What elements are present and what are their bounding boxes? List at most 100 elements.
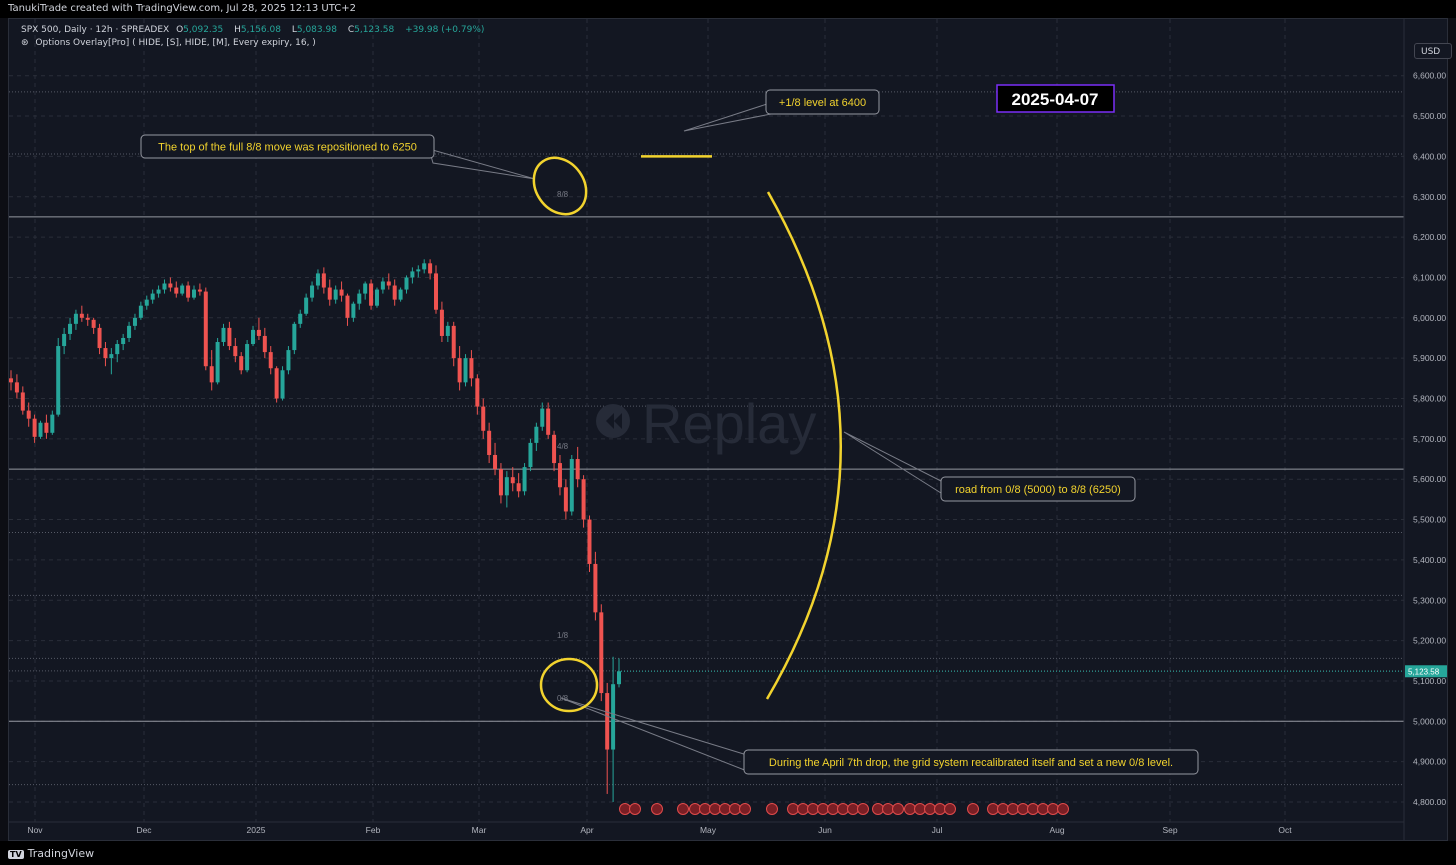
legend-symbol: SPX 500, Daily · 12h · SPREADEX (21, 25, 170, 35)
candle-body (209, 366, 214, 383)
candle-body (26, 410, 31, 419)
candle-body (197, 289, 202, 292)
chart-canvas[interactable]: Replay 8/84/81/80/8 The top of the full … (9, 19, 1447, 840)
event-flag-icon (677, 803, 689, 815)
candle-body (410, 271, 415, 278)
y-tick-label: 6,000.00 (1413, 313, 1446, 323)
candle-body (434, 273, 439, 310)
top-note-box (140, 134, 435, 159)
y-tick-label: 5,500.00 (1413, 515, 1446, 525)
candle-body (121, 337, 126, 345)
event-flag-icon (719, 803, 731, 815)
candle-body (156, 289, 161, 294)
x-tick-label: Mar (472, 825, 487, 835)
candle-body (44, 422, 49, 433)
x-tick-label: 2025 (247, 825, 266, 835)
event-flag-icon (629, 803, 641, 815)
eye-icon[interactable]: ⊛ (21, 38, 29, 48)
event-icons-layer (619, 803, 1069, 815)
candle-body (552, 434, 557, 464)
candle-body (398, 289, 403, 300)
candle-body (304, 297, 309, 314)
event-flag-icon (857, 803, 869, 815)
grid-level-label: 8/8 (557, 190, 569, 199)
candle-body (605, 693, 610, 750)
candle-body (262, 335, 267, 353)
candle-body (186, 285, 191, 298)
currency-selector[interactable]: USD (1414, 43, 1452, 59)
created-by-text: TanukiTrade created with TradingView.com… (8, 3, 356, 14)
tv-logo-icon: TV (8, 850, 24, 859)
plus-level-note-box (765, 89, 880, 115)
candle-body (251, 329, 256, 345)
event-flag-icon (892, 803, 904, 815)
date-box (996, 84, 1115, 113)
candle-body (68, 323, 73, 334)
x-tick-label: Aug (1049, 825, 1064, 835)
candle-body (611, 684, 616, 750)
candle-body (593, 563, 598, 613)
legend-open: 5,092.35 (183, 25, 224, 35)
candle-body (416, 269, 421, 272)
brand-text: TradingView (27, 847, 95, 860)
event-flag-icon (739, 803, 751, 815)
tradingview-logo[interactable]: TV TradingView (8, 847, 94, 860)
candle-body (445, 325, 450, 336)
event-flag-icon (619, 803, 631, 815)
event-flag-icon (709, 803, 721, 815)
legend-close: 5,123.58 (354, 25, 395, 35)
y-tick-label: 5,600.00 (1413, 474, 1446, 484)
top-bar: TanukiTrade created with TradingView.com… (0, 0, 1456, 18)
chart-pane[interactable]: Replay 8/8 4/8 1/8 0/8 The top of the full … (8, 18, 1452, 841)
road-arc (765, 191, 842, 700)
candle-body (310, 285, 315, 298)
x-tick-label: May (700, 825, 717, 835)
candle-body (138, 305, 143, 318)
road-leader (843, 431, 942, 494)
y-tick-label: 6,500.00 (1413, 111, 1446, 121)
y-tick-label: 4,900.00 (1413, 757, 1446, 767)
y-tick-label: 5,400.00 (1413, 555, 1446, 565)
y-tick-label: 5,100.00 (1413, 676, 1446, 686)
x-tick-label: Feb (366, 825, 381, 835)
candle-body (50, 414, 55, 433)
candle-body (14, 382, 19, 393)
grid-level-label: 1/8 (557, 631, 569, 640)
candle-body (463, 358, 468, 383)
y-tick-label: 6,200.00 (1413, 232, 1446, 242)
event-flag-icon (1057, 803, 1069, 815)
candle-body (38, 422, 43, 437)
legend-ohlc: SPX 500, Daily · 12h · SPREADEX O5,092.3… (21, 25, 488, 35)
candle-body (428, 263, 433, 274)
candle-body (256, 329, 261, 336)
candle-body (286, 350, 291, 371)
x-tick-label: Jun (818, 825, 832, 835)
legend-low-label: L (291, 25, 297, 35)
candle-body (575, 459, 580, 480)
candle-body (168, 283, 173, 288)
annotation-layer: The top of the full 8/8 move was reposit… (140, 84, 1199, 775)
event-flag-icon (766, 803, 778, 815)
candle-body (227, 327, 232, 347)
legend-indicator[interactable]: ⊛ Options Overlay[Pro] ( HIDE, [S], HIDE… (21, 38, 320, 48)
candle-body (339, 289, 344, 296)
candle-body (315, 273, 320, 286)
legend-close-label: C (347, 25, 355, 35)
candle-body (174, 287, 179, 294)
candle-body (127, 325, 132, 338)
legend-change: +39.98 (+0.79%) (405, 25, 485, 35)
candle-body (73, 313, 78, 324)
event-flag-icon (924, 803, 936, 815)
y-tick-label: 6,600.00 (1413, 71, 1446, 81)
bottom-note-leader (560, 697, 748, 772)
candle-body (345, 295, 350, 318)
last-price-label: 5,123.58 (1408, 667, 1440, 676)
candle-body (457, 358, 462, 383)
candle-body (203, 291, 208, 367)
candle-body (321, 273, 326, 288)
candle-body (233, 346, 238, 357)
legend-open-label: O (176, 25, 184, 35)
candle-body (569, 459, 574, 512)
grid-level-label: 4/8 (557, 442, 569, 451)
candle-body (469, 358, 474, 379)
